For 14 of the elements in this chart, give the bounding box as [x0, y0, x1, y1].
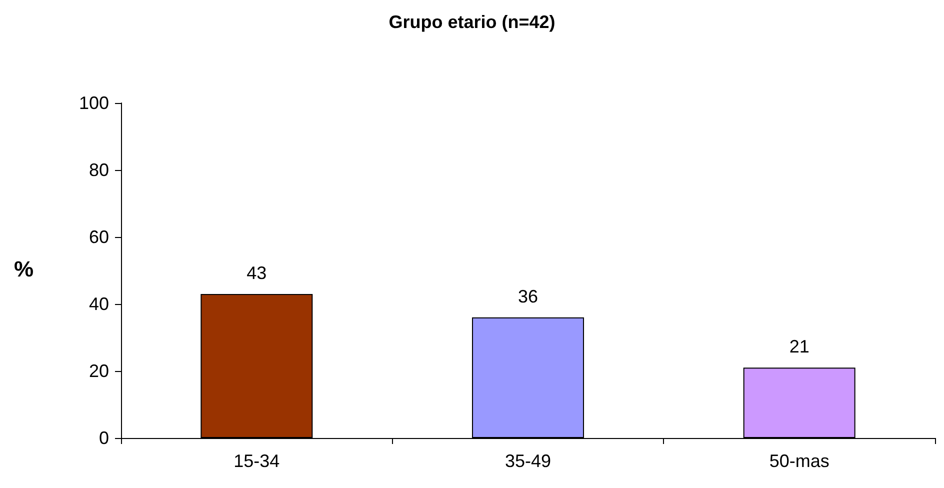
y-tick-label: 60 — [88, 227, 109, 247]
chart-title: Grupo etario (n=42) — [388, 12, 556, 32]
x-tick-label: 35-49 — [504, 451, 552, 471]
data-label: 43 — [246, 262, 267, 283]
y-tick-label: 0 — [98, 428, 109, 448]
x-tick-label: 50-mas — [769, 451, 830, 471]
data-label: 21 — [789, 336, 810, 357]
y-tick-label: 80 — [88, 160, 109, 180]
data-label: 36 — [518, 286, 538, 306]
x-tick-label: 15-34 — [234, 451, 280, 471]
y-tick-label: 100 — [78, 93, 109, 113]
y-axis-title: % — [14, 256, 34, 282]
y-tick-label: 20 — [88, 361, 109, 381]
y-tick-label: 40 — [88, 294, 109, 314]
